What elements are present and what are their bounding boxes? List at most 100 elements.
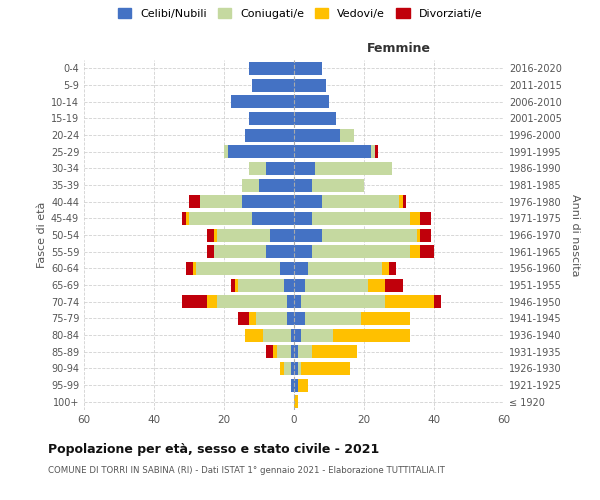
- Legend: Celibi/Nubili, Coniugati/e, Vedovi/e, Divorziati/e: Celibi/Nubili, Coniugati/e, Vedovi/e, Di…: [118, 8, 482, 19]
- Bar: [206, 228, 214, 241]
- Bar: [385, 295, 434, 308]
- Bar: [199, 195, 241, 208]
- Bar: [214, 228, 217, 241]
- Bar: [266, 162, 294, 175]
- Bar: [294, 362, 298, 375]
- Bar: [248, 112, 294, 125]
- Bar: [182, 212, 185, 225]
- Bar: [340, 128, 353, 141]
- Bar: [294, 162, 315, 175]
- Bar: [248, 312, 256, 325]
- Bar: [294, 378, 298, 392]
- Bar: [294, 228, 322, 241]
- Bar: [217, 295, 287, 308]
- Bar: [371, 145, 374, 158]
- Bar: [245, 128, 294, 141]
- Bar: [266, 245, 294, 258]
- Bar: [217, 228, 269, 241]
- Bar: [206, 295, 217, 308]
- Bar: [294, 78, 325, 92]
- Bar: [294, 178, 311, 192]
- Bar: [305, 278, 367, 291]
- Bar: [385, 278, 403, 291]
- Bar: [294, 112, 336, 125]
- Bar: [361, 312, 409, 325]
- Bar: [248, 62, 294, 75]
- Bar: [269, 228, 294, 241]
- Bar: [284, 362, 290, 375]
- Bar: [214, 245, 266, 258]
- Bar: [273, 345, 277, 358]
- Text: Femmine: Femmine: [367, 42, 431, 55]
- Bar: [294, 212, 311, 225]
- Bar: [259, 178, 294, 192]
- Bar: [287, 312, 294, 325]
- Bar: [409, 212, 420, 225]
- Bar: [301, 328, 332, 342]
- Bar: [241, 195, 294, 208]
- Bar: [182, 295, 206, 308]
- Bar: [284, 278, 294, 291]
- Bar: [294, 295, 301, 308]
- Bar: [294, 312, 305, 325]
- Bar: [266, 345, 273, 358]
- Bar: [189, 195, 199, 208]
- Bar: [280, 262, 294, 275]
- Bar: [189, 212, 252, 225]
- Bar: [311, 245, 409, 258]
- Bar: [252, 212, 294, 225]
- Bar: [287, 295, 294, 308]
- Bar: [238, 312, 248, 325]
- Bar: [420, 212, 431, 225]
- Bar: [280, 362, 284, 375]
- Bar: [196, 262, 280, 275]
- Text: COMUNE DI TORRI IN SABINA (RI) - Dati ISTAT 1° gennaio 2021 - Elaborazione TUTTI: COMUNE DI TORRI IN SABINA (RI) - Dati IS…: [48, 466, 445, 475]
- Bar: [308, 262, 382, 275]
- Text: Popolazione per età, sesso e stato civile - 2021: Popolazione per età, sesso e stato civil…: [48, 442, 379, 456]
- Bar: [298, 378, 308, 392]
- Bar: [416, 228, 420, 241]
- Bar: [434, 295, 441, 308]
- Bar: [382, 262, 389, 275]
- Bar: [224, 145, 227, 158]
- Bar: [193, 262, 196, 275]
- Bar: [311, 345, 357, 358]
- Bar: [294, 395, 298, 408]
- Bar: [399, 195, 403, 208]
- Bar: [374, 145, 378, 158]
- Bar: [315, 162, 392, 175]
- Bar: [420, 245, 434, 258]
- Bar: [238, 278, 284, 291]
- Bar: [301, 295, 385, 308]
- Bar: [252, 78, 294, 92]
- Bar: [256, 312, 287, 325]
- Y-axis label: Fasce di età: Fasce di età: [37, 202, 47, 268]
- Bar: [294, 328, 301, 342]
- Y-axis label: Anni di nascita: Anni di nascita: [570, 194, 580, 276]
- Bar: [294, 345, 298, 358]
- Bar: [409, 245, 420, 258]
- Bar: [248, 162, 266, 175]
- Bar: [298, 362, 301, 375]
- Bar: [311, 178, 364, 192]
- Bar: [403, 195, 406, 208]
- Bar: [420, 228, 431, 241]
- Bar: [185, 212, 189, 225]
- Bar: [294, 195, 322, 208]
- Bar: [322, 195, 399, 208]
- Bar: [294, 95, 329, 108]
- Bar: [235, 278, 238, 291]
- Bar: [294, 128, 340, 141]
- Bar: [294, 245, 311, 258]
- Bar: [298, 345, 311, 358]
- Bar: [263, 328, 290, 342]
- Bar: [305, 312, 361, 325]
- Bar: [245, 328, 263, 342]
- Bar: [185, 262, 193, 275]
- Bar: [332, 328, 409, 342]
- Bar: [227, 145, 294, 158]
- Bar: [290, 378, 294, 392]
- Bar: [322, 228, 416, 241]
- Bar: [294, 262, 308, 275]
- Bar: [294, 278, 305, 291]
